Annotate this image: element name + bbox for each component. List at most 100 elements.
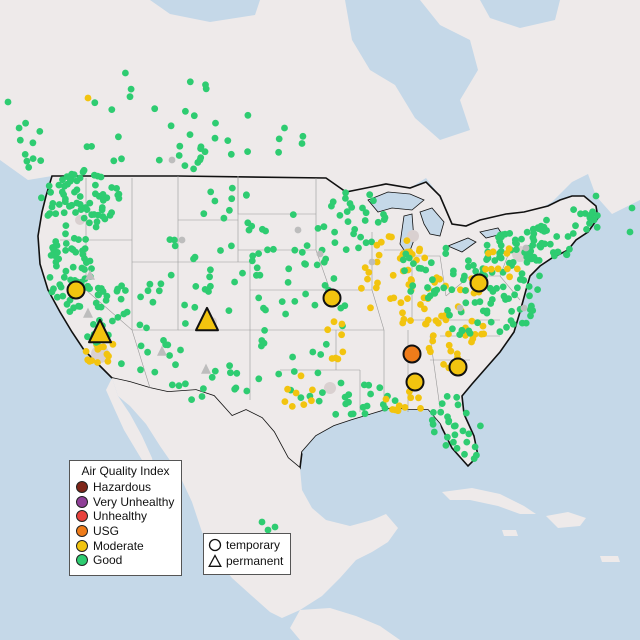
- monitor-point[interactable]: [57, 283, 65, 291]
- monitor-point[interactable]: [494, 265, 502, 273]
- monitor-point[interactable]: [372, 284, 380, 292]
- monitor-point[interactable]: [137, 293, 145, 301]
- monitor-point[interactable]: [197, 143, 205, 151]
- monitor-point[interactable]: [244, 148, 252, 156]
- monitor-point[interactable]: [563, 251, 571, 259]
- monitor-point[interactable]: [525, 283, 533, 290]
- monitor-point[interactable]: [94, 172, 102, 180]
- monitor-point[interactable]: [176, 142, 184, 150]
- monitor-point[interactable]: [402, 250, 410, 258]
- monitor-point[interactable]: [479, 322, 487, 330]
- monitor-point[interactable]: [62, 222, 70, 230]
- monitor-point[interactable]: [60, 209, 68, 217]
- monitor-point[interactable]: [86, 285, 93, 292]
- monitor-point[interactable]: [503, 250, 511, 257]
- monitor-point[interactable]: [454, 401, 462, 409]
- monitor-point[interactable]: [249, 252, 257, 260]
- monitor-point[interactable]: [342, 246, 350, 254]
- monitor-point[interactable]: [122, 287, 129, 294]
- monitor-point[interactable]: [118, 155, 125, 163]
- monitor-point[interactable]: [81, 245, 89, 253]
- monitor-point[interactable]: [81, 255, 88, 262]
- monitor-point[interactable]: [309, 348, 317, 356]
- monitor-point-no-data[interactable]: [368, 258, 376, 266]
- permanent-monitor-no-data[interactable]: [157, 345, 167, 356]
- monitor-point[interactable]: [103, 350, 111, 358]
- monitor-point[interactable]: [429, 337, 437, 345]
- monitor-point[interactable]: [228, 195, 236, 203]
- monitor-point[interactable]: [29, 155, 37, 163]
- monitor-point[interactable]: [182, 107, 189, 115]
- monitor-point[interactable]: [465, 263, 472, 271]
- monitor-point[interactable]: [487, 318, 495, 326]
- monitor-point[interactable]: [409, 282, 417, 290]
- monitor-point[interactable]: [284, 385, 291, 393]
- monitor-point[interactable]: [25, 164, 33, 171]
- monitor-point[interactable]: [465, 430, 473, 438]
- monitor-point[interactable]: [381, 214, 389, 221]
- monitor-point[interactable]: [391, 397, 399, 404]
- monitor-point[interactable]: [483, 307, 491, 315]
- monitor-point[interactable]: [376, 384, 384, 392]
- monitor-point[interactable]: [63, 300, 71, 308]
- monitor-point[interactable]: [59, 292, 67, 300]
- monitor-point[interactable]: [227, 150, 235, 158]
- monitor-point[interactable]: [343, 208, 351, 216]
- monitor-point[interactable]: [175, 382, 183, 390]
- monitor-point[interactable]: [397, 299, 405, 307]
- monitor-point[interactable]: [298, 248, 306, 256]
- monitor-point[interactable]: [569, 230, 577, 237]
- monitor-point[interactable]: [443, 393, 451, 400]
- monitor-point[interactable]: [220, 214, 228, 222]
- monitor-point[interactable]: [529, 225, 537, 233]
- monitor-point[interactable]: [513, 265, 521, 273]
- monitor-point[interactable]: [93, 218, 101, 226]
- monitor-point[interactable]: [459, 427, 467, 435]
- monitor-point[interactable]: [114, 191, 122, 199]
- monitor-point[interactable]: [389, 271, 397, 279]
- monitor-point[interactable]: [367, 390, 374, 398]
- monitor-point[interactable]: [118, 360, 125, 368]
- monitor-point[interactable]: [564, 233, 572, 240]
- monitor-point[interactable]: [45, 182, 53, 190]
- temporary-monitor-moderate[interactable]: [322, 288, 342, 308]
- monitor-point[interactable]: [190, 112, 198, 120]
- monitor-point[interactable]: [410, 260, 417, 267]
- monitor-point[interactable]: [198, 393, 206, 400]
- monitor-point[interactable]: [171, 236, 178, 244]
- monitor-point[interactable]: [536, 272, 543, 280]
- monitor-point[interactable]: [190, 165, 198, 173]
- monitor-point[interactable]: [101, 215, 109, 223]
- monitor-point[interactable]: [245, 226, 253, 234]
- monitor-point[interactable]: [264, 246, 271, 254]
- monitor-point[interactable]: [151, 105, 159, 113]
- monitor-point[interactable]: [523, 253, 531, 261]
- monitor-point[interactable]: [329, 198, 337, 206]
- monitor-point[interactable]: [472, 267, 480, 275]
- monitor-point[interactable]: [62, 247, 69, 254]
- monitor-point[interactable]: [401, 404, 409, 411]
- monitor-point[interactable]: [166, 352, 174, 359]
- monitor-point[interactable]: [462, 299, 470, 307]
- monitor-point[interactable]: [217, 247, 224, 254]
- monitor-point[interactable]: [468, 317, 476, 325]
- monitor-point[interactable]: [471, 443, 479, 451]
- monitor-point[interactable]: [506, 230, 514, 237]
- monitor-point[interactable]: [270, 245, 277, 253]
- monitor-point[interactable]: [433, 286, 441, 294]
- monitor-point[interactable]: [281, 124, 288, 132]
- monitor-point[interactable]: [321, 282, 329, 289]
- monitor-point[interactable]: [342, 195, 349, 202]
- monitor-point[interactable]: [590, 216, 598, 224]
- monitor-point[interactable]: [243, 191, 250, 199]
- monitor-point[interactable]: [446, 311, 453, 319]
- monitor-point[interactable]: [628, 204, 636, 212]
- monitor-point[interactable]: [151, 368, 159, 376]
- monitor-point[interactable]: [309, 386, 316, 394]
- permanent-monitor-moderate[interactable]: [88, 318, 112, 344]
- monitor-point[interactable]: [332, 354, 340, 362]
- monitor-point[interactable]: [477, 422, 484, 430]
- monitor-point[interactable]: [436, 275, 443, 283]
- monitor-point[interactable]: [482, 265, 489, 273]
- monitor-point[interactable]: [422, 320, 430, 328]
